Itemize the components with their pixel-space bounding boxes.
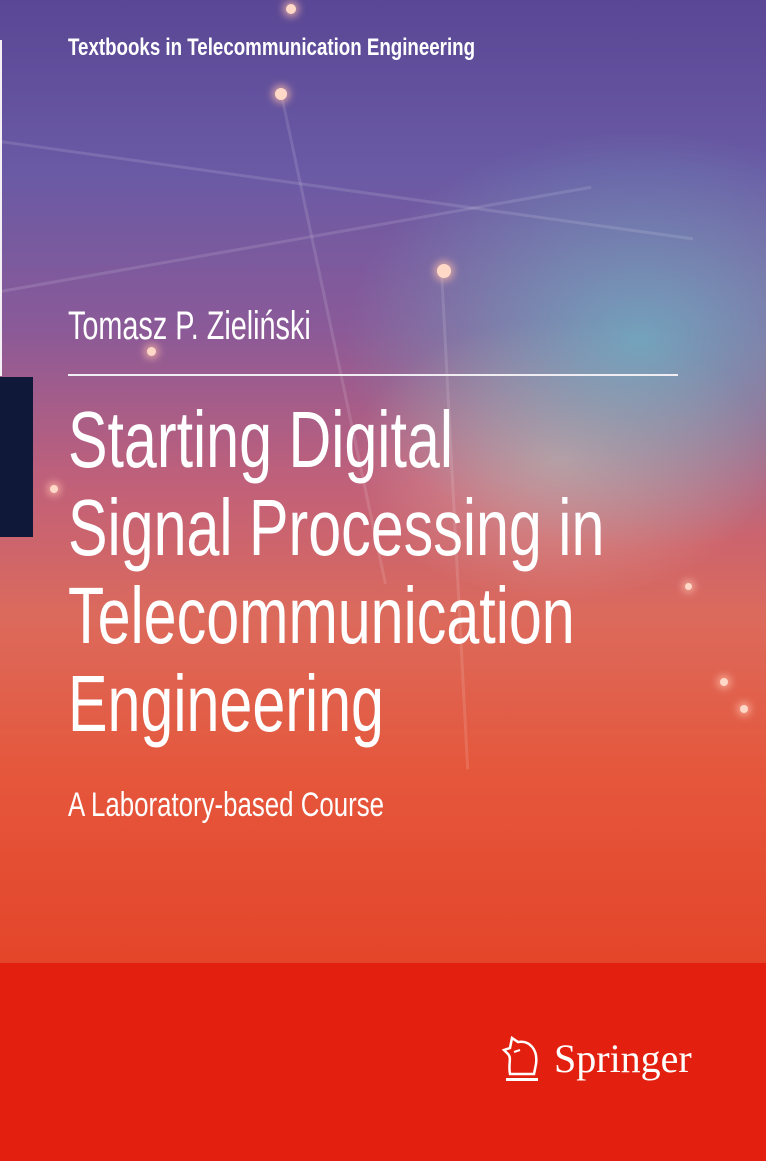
- author: Tomasz P. Zieliński: [68, 304, 311, 348]
- title-line: Telecommunication: [68, 571, 575, 660]
- title-line: Signal Processing in: [68, 483, 605, 572]
- title-line: Starting Digital: [68, 395, 453, 484]
- decorative-line: [0, 40, 2, 376]
- series-title: Textbooks in Telecommunication Engineeri…: [68, 34, 476, 61]
- cover-artwork: [0, 0, 766, 963]
- publisher-logo: Springer: [500, 1030, 692, 1086]
- publisher-band: [0, 963, 766, 1161]
- book-title: Starting Digital Signal Processing in Te…: [68, 396, 604, 748]
- publisher-name: Springer: [554, 1035, 692, 1081]
- divider: [68, 374, 678, 376]
- subtitle: A Laboratory-based Course: [68, 786, 385, 824]
- title-line: Engineering: [68, 659, 384, 748]
- accent-bar: [0, 377, 33, 537]
- springer-knight-icon: [501, 1035, 538, 1081]
